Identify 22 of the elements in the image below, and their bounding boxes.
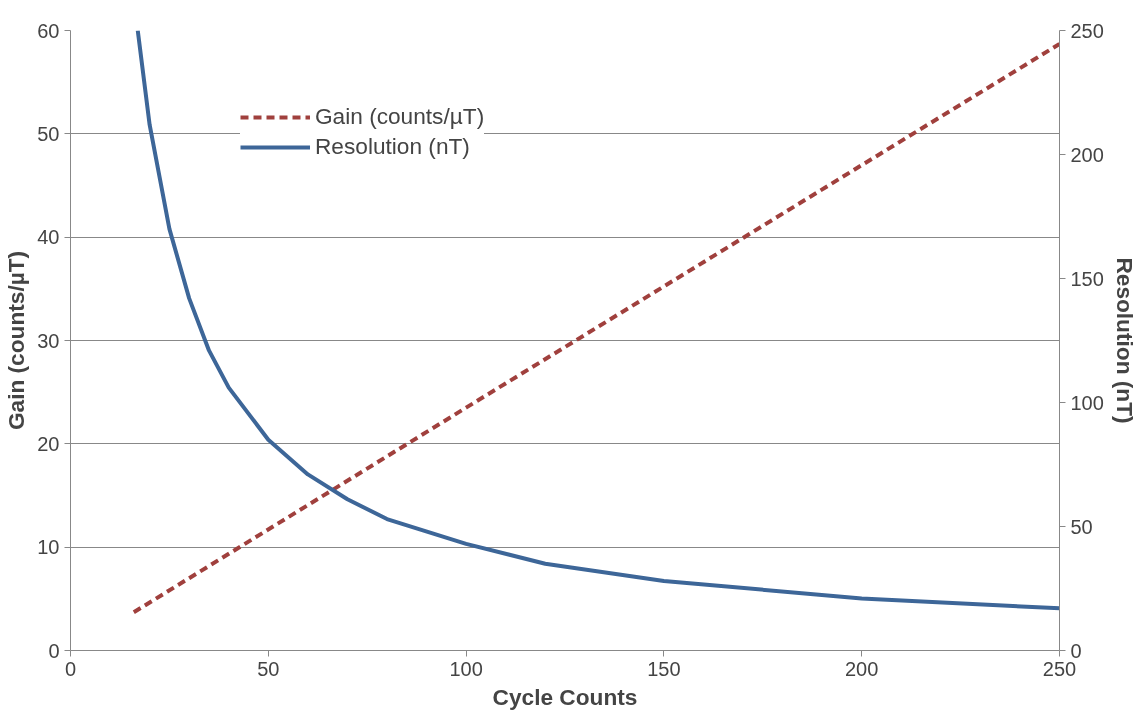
y-tick-label: 20: [37, 432, 60, 455]
x-tick-label: 100: [449, 657, 483, 680]
y-tick-label: 40: [37, 226, 60, 249]
x-tick-label: 50: [257, 657, 280, 680]
legend-label: Gain (counts/µT): [315, 103, 485, 130]
y2-tick-label: 50: [1070, 515, 1093, 538]
y2-tick-label: 100: [1070, 391, 1104, 414]
x-tick-label: 150: [647, 657, 681, 680]
legend-label: Resolution (nT): [315, 133, 470, 160]
y-tick-label: 0: [48, 639, 60, 662]
y2-tick-label: 200: [1070, 143, 1104, 166]
x-tick-label: 200: [845, 657, 879, 680]
y2-tick-label: 250: [1070, 19, 1104, 42]
y2-axis-title: Resolution (nT): [1111, 257, 1138, 424]
y2-tick-label: 150: [1070, 267, 1104, 290]
y-tick-label: 10: [37, 536, 60, 559]
y-tick-label: 60: [37, 19, 60, 42]
y-tick-label: 30: [37, 329, 60, 352]
x-tick-label: 0: [64, 657, 77, 680]
y-tick-label: 50: [37, 122, 60, 145]
y-axis-title: Gain (counts/µT): [3, 250, 30, 431]
x-axis-title: Cycle Counts: [492, 683, 638, 710]
